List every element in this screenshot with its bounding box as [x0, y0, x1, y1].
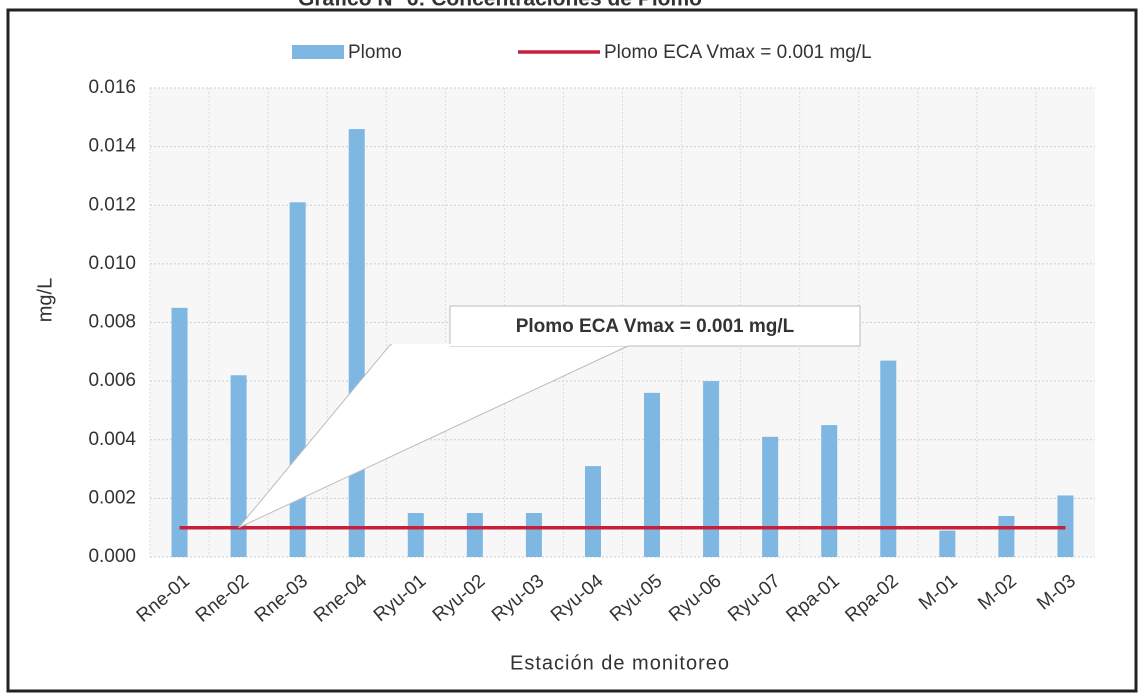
bar: [939, 530, 956, 557]
y-tick-label: 0.006: [88, 370, 136, 391]
bar: [407, 513, 424, 557]
bar: [762, 436, 779, 557]
y-tick-label: 0.008: [88, 312, 136, 333]
y-tick-label: 0.014: [88, 136, 136, 157]
y-tick-label: 0.016: [88, 77, 136, 98]
y-axis-label: mg/L: [34, 278, 56, 322]
bar: [525, 513, 542, 557]
legend-label: Plomo: [348, 42, 402, 63]
y-tick-label: 0.012: [88, 194, 136, 215]
bar: [348, 129, 365, 557]
bar: [466, 513, 483, 557]
chart-title: Gráfico N° 6: Concentraciones de Plomo: [298, 0, 702, 11]
bar: [584, 466, 601, 557]
y-tick-label: 0.002: [88, 487, 136, 508]
bar: [644, 392, 661, 557]
annotation: Plomo ECA Vmax = 0.001 mg/L: [516, 316, 795, 337]
y-tick-label: 0.004: [88, 429, 136, 450]
bar: [230, 375, 247, 557]
legend-label: Plomo ECA Vmax = 0.001 mg/L: [604, 42, 872, 63]
y-tick-label: 0.000: [88, 546, 136, 567]
y-tick-label: 0.010: [88, 253, 136, 274]
bar: [703, 381, 720, 557]
bar: [289, 202, 306, 557]
legend-swatch: [292, 45, 344, 59]
callout-box: [449, 305, 861, 347]
x-axis-label: Estación de monitoreo: [510, 652, 730, 674]
bar: [998, 515, 1015, 557]
bar: [171, 307, 188, 557]
bar: [821, 425, 838, 557]
bar: [880, 360, 897, 557]
